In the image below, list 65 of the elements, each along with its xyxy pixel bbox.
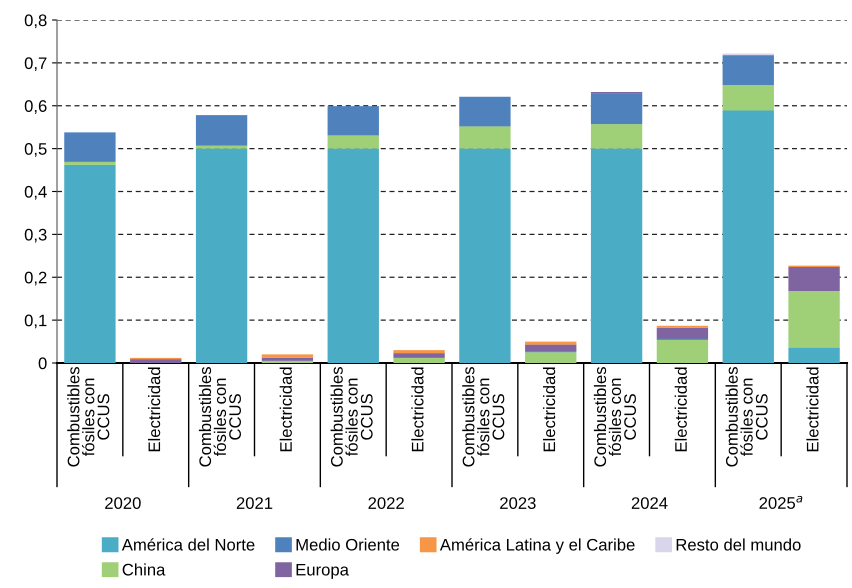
text: 2022: [368, 497, 404, 510]
x-tick-label: Electricidad: [542, 368, 556, 452]
bar: [459, 96, 511, 126]
x-tick-label: Combustibles fósiles con CCUS: [330, 367, 373, 467]
bar: [525, 342, 576, 345]
bar: [590, 93, 642, 124]
bar: [64, 164, 116, 363]
bar: [590, 124, 642, 149]
x-tick-label: Electricidad: [411, 368, 424, 452]
legend-label: Medio Oriente: [296, 538, 400, 551]
legend-label: China: [122, 563, 166, 576]
x-tick-label: Electricidad: [674, 368, 687, 452]
bar: [196, 115, 248, 146]
y-tick-label: 0,2: [24, 272, 46, 286]
bar: [196, 148, 248, 363]
legend-label: América Latina y el Caribe: [440, 538, 635, 554]
x-tick-label: Combustibles fósiles con CCUS: [462, 367, 504, 467]
bar: [328, 135, 379, 149]
y-tick-label: 0: [38, 357, 47, 370]
bar: [393, 353, 445, 358]
text: 2024: [632, 497, 668, 510]
x-tick-label: Combustibles fósiles con CCUS: [726, 367, 768, 467]
text: 2023: [500, 497, 536, 510]
bar: [722, 55, 774, 86]
x-tick-label: Combustibles fósiles con CCUS: [198, 367, 241, 467]
bar: [328, 148, 379, 363]
bar: [262, 358, 314, 361]
y-tick-label: 0,5: [24, 143, 47, 157]
bar: [656, 340, 708, 363]
legend-label: América del Norte: [122, 538, 254, 551]
bar: [525, 352, 576, 363]
bar: [196, 146, 248, 149]
y-tick-label: 0,4: [24, 186, 47, 200]
bar: [130, 359, 182, 363]
bar: [590, 148, 642, 363]
y-tick-label: 0,8: [24, 14, 47, 28]
x-tick-label: Electricidad: [806, 368, 819, 452]
bar: [525, 344, 576, 352]
bar: [328, 106, 379, 136]
bar: [459, 148, 511, 363]
y-tick-label: 0,7: [24, 57, 46, 72]
x-tick-label: Electricidad: [148, 368, 160, 452]
bar: [64, 162, 116, 165]
x-tick-label: Combustibles fósiles con CCUS: [67, 367, 110, 467]
y-tick-label: 0,1: [24, 314, 46, 328]
x-tick-label: Electricidad: [280, 368, 292, 452]
bar: [393, 350, 445, 354]
text: 2020: [105, 497, 141, 510]
bar: [656, 328, 708, 339]
legend-label: Europa: [296, 564, 349, 579]
bar: [788, 266, 840, 291]
y-tick-label: 0,6: [24, 100, 47, 114]
bar: [788, 290, 840, 348]
bar: [459, 126, 511, 149]
text: 2025$^{a}$: [760, 496, 802, 509]
text: 2021: [236, 497, 272, 510]
bar: [262, 354, 314, 358]
bar: [788, 348, 840, 363]
legend-label: Resto del mundo: [676, 538, 801, 551]
bar: [722, 110, 774, 363]
bar: [722, 85, 774, 110]
x-tick-label: Combustibles fósiles con CCUS: [594, 367, 636, 467]
bar: [64, 132, 116, 162]
y-tick-label: 0,3: [24, 228, 47, 243]
bar: [393, 358, 445, 363]
